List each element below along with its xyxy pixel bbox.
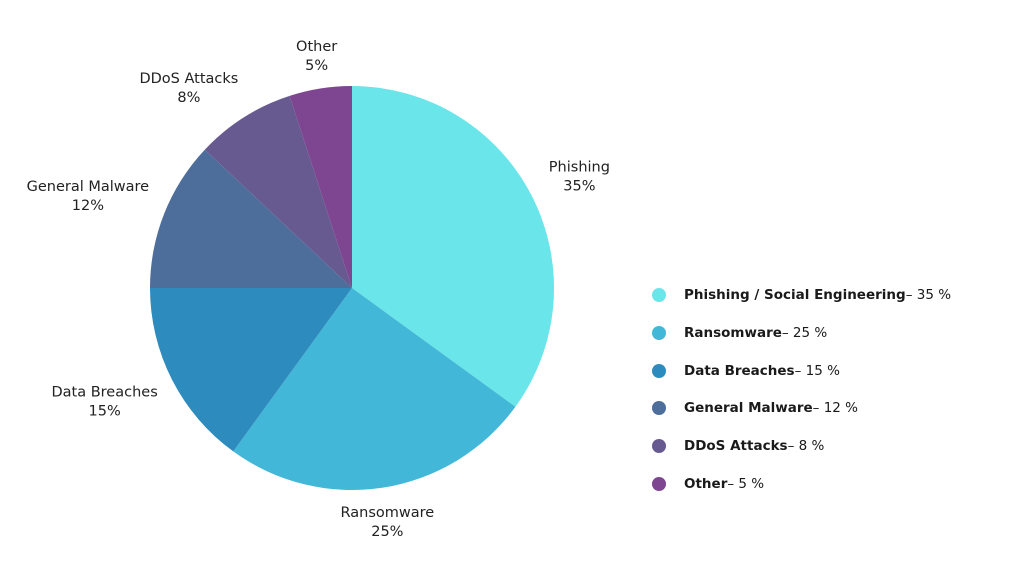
- legend-item-other: Other – 5 %: [652, 473, 992, 495]
- slice-label-percent: 8%: [177, 90, 200, 106]
- pie-slices: [150, 86, 554, 491]
- legend-value: – 35 %: [905, 287, 952, 303]
- slice-label-name: Other: [296, 39, 337, 55]
- legend-name: Data Breaches: [684, 362, 795, 379]
- slice-label-data-breaches: Data Breaches 15%: [51, 385, 157, 420]
- pie-slice-general-malware: [150, 149, 352, 288]
- legend-value: – 12 %: [812, 400, 859, 417]
- legend-swatch: [652, 439, 666, 454]
- slice-label-name: Data Breaches: [51, 385, 157, 401]
- legend: Phishing / Social Engineering – 35 % Rans…: [652, 284, 992, 511]
- slice-label-percent: 15%: [89, 404, 121, 420]
- slice-label-percent: 5%: [305, 58, 328, 74]
- legend-name: DDoS Attacks: [684, 438, 788, 455]
- legend-swatch: [652, 325, 666, 340]
- slice-label-general-malware: General Malware 12%: [27, 179, 150, 214]
- legend-swatch: [652, 401, 666, 416]
- slice-label-phishing: Phishing 35%: [549, 159, 610, 194]
- slice-label-other: Other 5%: [296, 39, 337, 74]
- legend-value: – 8 %: [787, 438, 825, 455]
- legend-swatch: [652, 476, 666, 491]
- slice-label-ransomware: Ransomware 25%: [341, 505, 435, 540]
- legend-value: – 15 %: [794, 362, 840, 379]
- pie-slice-ransomware: [233, 288, 516, 491]
- legend-swatch: [652, 288, 666, 302]
- pie-slice-other: [289, 86, 352, 288]
- legend-name: Ransomware: [684, 324, 782, 341]
- slice-label-name: Ransomware: [341, 505, 435, 521]
- legend-value: – 5 %: [727, 475, 765, 492]
- pie-labels: Phishing 35% Ransomware 25% Data Breaches 15%…: [27, 39, 610, 540]
- pie-slice-data-breaches: [150, 288, 352, 452]
- legend-item-general-malware: General Malware – 12 %: [652, 397, 992, 419]
- legend-swatch: [652, 363, 666, 378]
- slice-label-name: General Malware: [27, 179, 150, 195]
- legend-item-phishing: Phishing / Social Engineering – 35 %: [652, 284, 992, 306]
- legend-item-ransomware: Ransomware – 25 %: [652, 322, 992, 344]
- legend-name: General Malware: [684, 400, 813, 417]
- legend-value: – 25 %: [781, 324, 828, 341]
- slice-label-name: DDoS Attacks: [139, 71, 238, 87]
- slice-label-ddos-attacks: DDoS Attacks 8%: [139, 71, 238, 106]
- pie-slice-phishing: [352, 86, 554, 407]
- slice-label-percent: 35%: [563, 178, 595, 194]
- slice-label-name: Phishing: [549, 159, 610, 175]
- slice-label-percent: 25%: [371, 524, 403, 540]
- slice-label-percent: 12%: [72, 198, 104, 214]
- legend-item-data-breaches: Data Breaches – 15 %: [652, 360, 992, 382]
- legend-name: Other: [684, 475, 728, 492]
- legend-name: Phishing / Social Engineering: [684, 287, 906, 303]
- pie-slice-ddos-attacks: [204, 95, 352, 288]
- legend-item-ddos-attacks: DDoS Attacks – 8 %: [652, 435, 992, 457]
